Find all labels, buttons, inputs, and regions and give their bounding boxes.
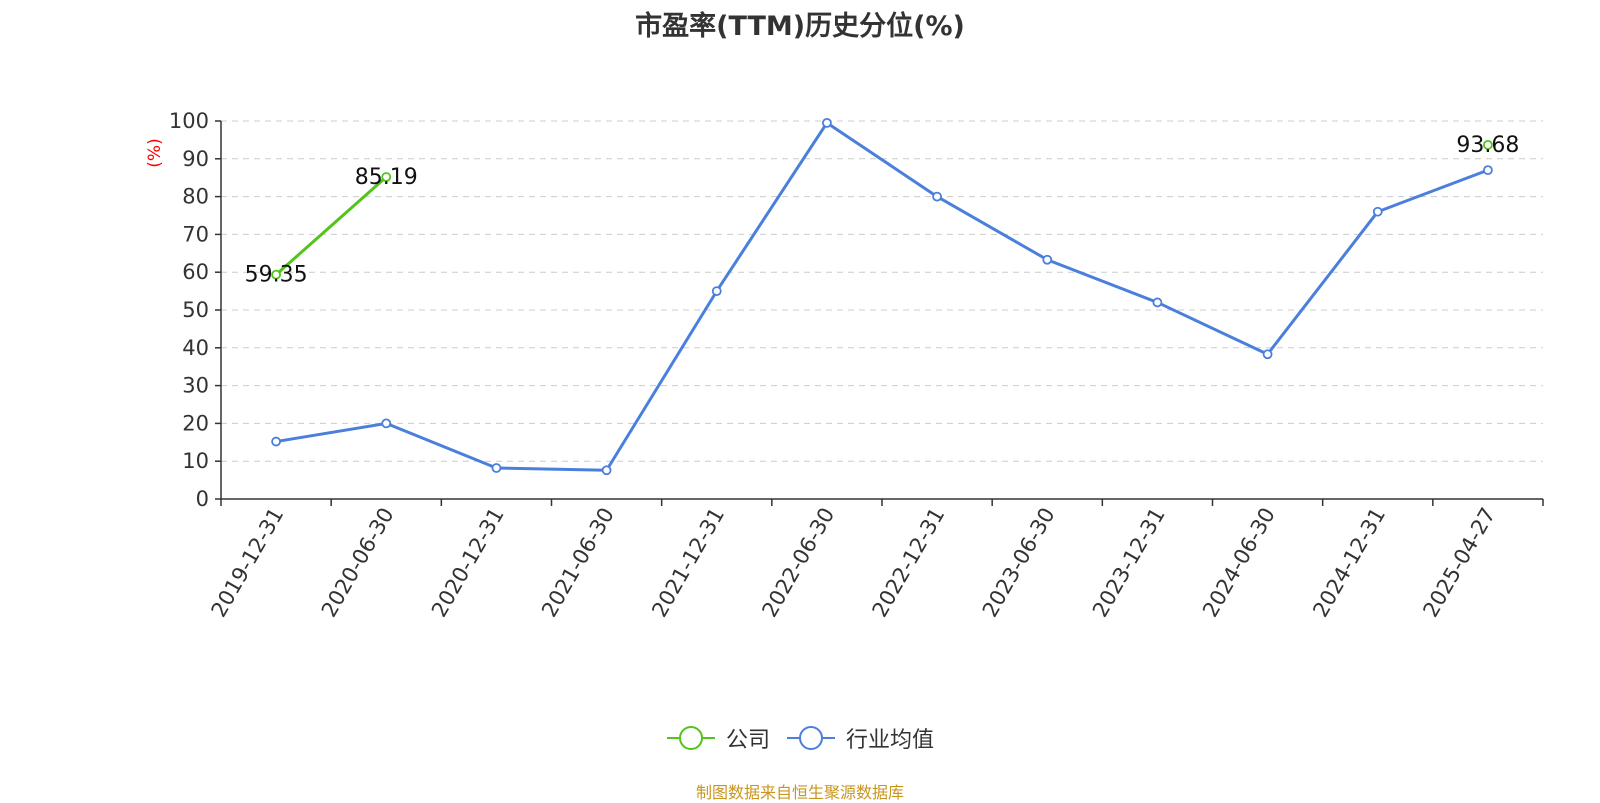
data-label: 93.68 <box>1456 133 1519 158</box>
x-tick-label: 2022-12-31 <box>868 504 950 622</box>
legend-label: 行业均值 <box>846 728 935 753</box>
x-tick-label: 2023-06-30 <box>978 504 1060 622</box>
x-tick-label: 2021-12-31 <box>647 504 729 622</box>
legend-item[interactable]: 行业均值 <box>786 722 934 754</box>
legend: 公司 行业均值 <box>0 722 1600 754</box>
data-point <box>381 172 392 182</box>
data-point <box>932 191 942 202</box>
data-point <box>601 465 612 476</box>
data-label: 59.35 <box>245 263 308 288</box>
x-tick-label: 2024-12-31 <box>1308 504 1390 622</box>
y-axis-label: (%) <box>145 138 165 167</box>
legend-marker <box>787 726 835 750</box>
series-lines <box>271 117 1493 476</box>
legend-marker <box>666 726 715 750</box>
x-tick-label: 2023-12-31 <box>1088 504 1170 622</box>
data-point <box>1483 165 1493 176</box>
y-tick-label: 50 <box>182 298 209 322</box>
source-note: 制图数据来自恒生聚源数据库 <box>695 783 904 802</box>
x-tick-label: 2025-04-27 <box>1418 504 1500 622</box>
y-tick-label: 80 <box>182 185 209 209</box>
data-point <box>271 269 281 280</box>
x-tick-label: 2022-06-30 <box>757 504 839 622</box>
grid-lines <box>221 120 1543 462</box>
y-tick-label: 40 <box>182 336 209 360</box>
legend-item[interactable]: 公司 <box>666 722 770 754</box>
y-tick-label: 90 <box>182 147 209 171</box>
data-point <box>822 117 832 128</box>
data-point <box>271 436 281 447</box>
y-tick-label: 60 <box>182 260 209 284</box>
x-tick-label: 2020-12-31 <box>427 504 509 622</box>
data-label: 85.19 <box>355 165 418 190</box>
data-point <box>1152 297 1163 308</box>
data-labels: 59.35 85.19 93.68 <box>245 133 1520 288</box>
y-tick-label: 70 <box>182 222 209 246</box>
x-tick-label: 2024-06-30 <box>1198 504 1280 622</box>
y-tick-label: 20 <box>182 411 209 435</box>
y-tick-label: 100 <box>169 109 209 133</box>
x-tick-label: 2020-06-30 <box>317 504 399 622</box>
data-point <box>711 286 722 297</box>
data-point <box>1483 139 1493 150</box>
legend-marker-circle <box>799 726 823 750</box>
chart-title: 市盈率(TTM)历史分位(%) <box>635 11 965 42</box>
data-point <box>491 463 502 473</box>
data-point <box>1042 254 1053 265</box>
legend-label: 公司 <box>725 728 770 753</box>
series-line <box>276 145 1488 275</box>
y-tick-label: 0 <box>196 487 209 511</box>
data-point <box>1372 206 1383 217</box>
y-tick-label: 30 <box>182 374 209 398</box>
legend-marker-circle <box>678 726 703 750</box>
data-point <box>381 418 392 429</box>
x-tick-label: 2019-12-31 <box>207 504 289 622</box>
data-point <box>1262 349 1273 360</box>
x-tick-label: 2021-06-30 <box>537 504 619 622</box>
series-line <box>275 121 1489 472</box>
y-tick-label: 10 <box>182 449 209 473</box>
